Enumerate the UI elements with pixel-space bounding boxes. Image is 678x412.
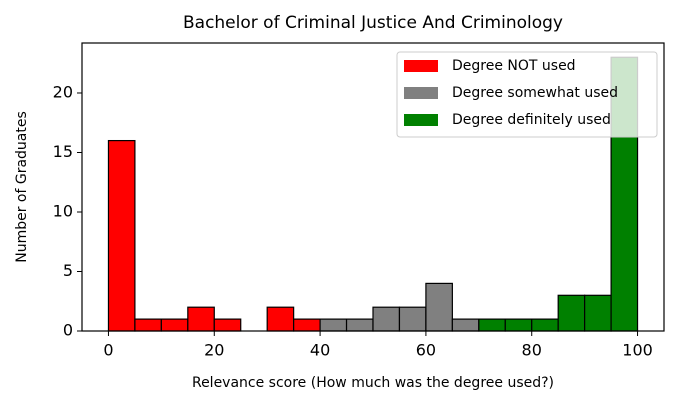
legend-label: Degree definitely used	[452, 112, 611, 128]
bar	[293, 318, 321, 332]
bar	[557, 294, 586, 332]
x-tick-label: 60	[416, 341, 436, 360]
legend: Degree NOT used Degree somewhat used Degre…	[396, 51, 658, 138]
bar	[398, 306, 427, 332]
legend-label: Degree somewhat used	[452, 85, 618, 101]
bar	[451, 318, 480, 332]
y-tick-label: 20	[53, 82, 73, 101]
bar	[372, 306, 401, 332]
bar	[504, 318, 533, 332]
bar	[425, 282, 453, 332]
x-tick-label: 100	[622, 341, 653, 360]
legend-label: Degree NOT used	[452, 58, 576, 74]
y-tick-label: 5	[63, 261, 73, 280]
bar	[134, 318, 162, 332]
bar	[213, 318, 242, 332]
y-tick-label: 0	[63, 321, 73, 340]
bar	[478, 318, 506, 332]
bar	[319, 318, 348, 332]
chart-title: Bachelor of Criminal Justice And Crimino…	[183, 13, 563, 33]
bar	[531, 318, 559, 332]
bar	[345, 318, 374, 332]
bar	[266, 306, 295, 332]
legend-swatch	[404, 60, 438, 72]
x-tick-label: 20	[204, 341, 224, 360]
x-tick-label: 0	[103, 341, 113, 360]
plot-frame	[81, 42, 665, 332]
y-tick-label: 15	[53, 142, 73, 161]
legend-box	[396, 51, 658, 138]
bar	[187, 306, 215, 332]
x-tick-label: 40	[310, 341, 330, 360]
x-axis-label: Relevance score (How much was the degree…	[192, 375, 554, 391]
bar	[107, 139, 136, 332]
y-axis-label: Number of Graduates	[14, 111, 30, 263]
y-tick-label: 10	[53, 201, 73, 220]
legend-swatch	[404, 87, 438, 99]
bar	[584, 294, 612, 332]
legend-swatch	[404, 114, 438, 126]
x-tick-label: 80	[522, 341, 542, 360]
bar	[160, 318, 189, 332]
